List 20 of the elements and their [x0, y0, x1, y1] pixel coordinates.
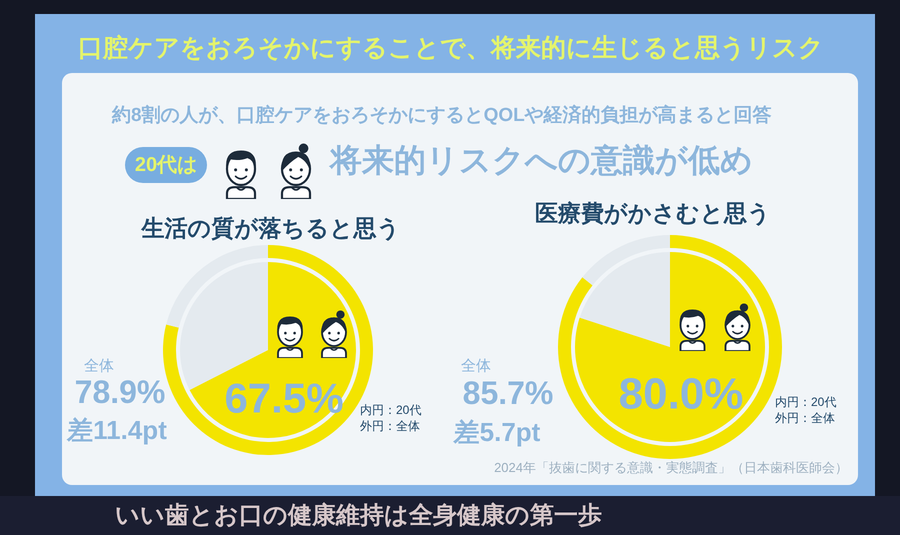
- text: 約8割の人が、口腔ケアをおろそかにするとQOLや経済的負担が高まると回答: [112, 105, 772, 128]
- text: 外円：全体: [360, 419, 420, 433]
- text: 内円：20代: [360, 403, 422, 417]
- data-label: 80.0%: [618, 368, 744, 418]
- text: 差11.4pt: [66, 415, 168, 445]
- text: 将来的リスクへの意識が低め: [330, 141, 753, 180]
- chart-title: 医療費がかさむと思う: [535, 200, 771, 226]
- text: 全体: [461, 356, 491, 374]
- text: いい歯とお口の健康維持は全身健康の第一歩: [115, 502, 602, 531]
- data-label: 67.5%: [224, 374, 344, 422]
- text: 外円：全体: [775, 411, 835, 425]
- text: 全体: [84, 356, 114, 374]
- text: 差5.7pt: [452, 417, 541, 447]
- text: 2024年「抜歯に関する意識・実態調査」（日本歯科医師会）: [494, 460, 848, 476]
- data-label: 78.9%: [74, 374, 166, 410]
- text: 口腔ケアをおろそかにすることで、将来的に生じると思うリスク: [78, 33, 824, 63]
- text: 20代は: [125, 147, 207, 183]
- chart-title: 生活の質が落ちると思う: [140, 215, 400, 241]
- text: 内円：20代: [775, 395, 836, 409]
- data-label: 85.7%: [462, 375, 554, 411]
